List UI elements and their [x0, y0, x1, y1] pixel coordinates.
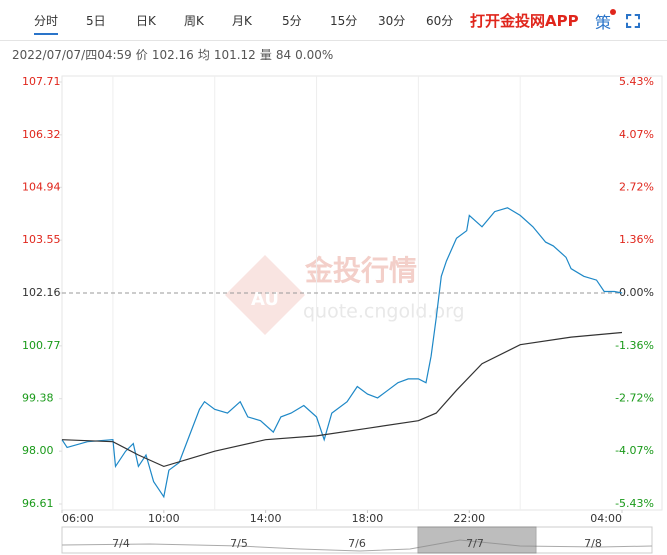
tab[interactable]: 5分 — [282, 14, 302, 28]
y-tick-label: 103.55 — [22, 233, 61, 246]
series-line — [61, 207, 623, 499]
x-tick-label: 10:00 — [148, 512, 180, 525]
y-tick-label: 99.38 — [22, 392, 54, 405]
info-label: 量 — [259, 48, 272, 62]
tab[interactable]: 日K — [136, 14, 156, 28]
tab[interactable]: 周K — [184, 14, 204, 28]
navigator-label: 7/4 — [112, 537, 130, 550]
navigator-label: 7/6 — [348, 537, 366, 550]
series-line — [61, 331, 623, 468]
watermark-logo — [225, 255, 305, 335]
tab[interactable]: 60分 — [426, 14, 454, 28]
info-line: 2022/07/07/四04:59 价 102.16 均 101.12 量 84 0.00% — [12, 46, 337, 63]
watermark-logo-text: AU — [251, 289, 279, 310]
y2-tick-label: 5.43% — [619, 75, 654, 88]
y2-tick-label: 4.07% — [619, 128, 654, 141]
x-tick-label: 18:00 — [352, 512, 384, 525]
tab[interactable]: 5日 — [86, 14, 106, 28]
tab[interactable]: 15分 — [330, 14, 358, 28]
info-label: 价 — [135, 48, 148, 62]
y2-tick-label: -2.72% — [615, 392, 654, 405]
y2-tick-label: 0.00% — [619, 286, 654, 299]
y-tick-label: 106.32 — [22, 128, 61, 141]
watermark-url: quote.cngold.org — [303, 301, 465, 323]
navigator — [61, 526, 653, 554]
watermark-title: 金投行情 — [304, 254, 417, 287]
y-tick-label: 102.16 — [22, 286, 61, 299]
tab[interactable]: 月K — [232, 14, 252, 28]
x-tick-label: 06:00 — [62, 512, 94, 525]
x-tick-label: 04:00 — [590, 512, 622, 525]
toolbar: 打开金投网APP 策 分时 5日 日K 周K 月K 5分 15分 30分 60分 — [0, 0, 667, 41]
navigator-label: 7/5 — [230, 537, 248, 550]
y2-tick-label: -5.43% — [615, 497, 654, 510]
app-link[interactable]: 打开金投网APP — [470, 12, 579, 30]
navigator-label: 7/7 — [466, 537, 484, 550]
y-tick-label: 104.94 — [22, 180, 61, 193]
y-tick-label: 98.00 — [22, 444, 54, 457]
x-tick-label: 22:00 — [453, 512, 485, 525]
info-value: 101.12 — [213, 48, 256, 62]
y2-tick-label: 2.72% — [619, 180, 654, 193]
y2-tick-label: -4.07% — [615, 444, 654, 457]
info-value: 102.16 — [151, 48, 194, 62]
fullscreen-button[interactable] — [626, 14, 640, 28]
plot-frame — [61, 75, 663, 511]
strategy-button[interactable]: 策 — [595, 13, 612, 32]
info-label: 均 — [197, 48, 210, 62]
navigator-label: 7/8 — [584, 537, 602, 550]
info-time: 2022/07/07/四04:59 — [12, 48, 132, 62]
info-change: 0.00% — [295, 48, 334, 62]
badge-dot — [610, 9, 616, 15]
navigator-window — [417, 526, 537, 554]
y-tick-label: 107.71 — [22, 75, 61, 88]
tab[interactable]: 30分 — [378, 14, 406, 28]
navigator-line — [61, 539, 653, 552]
x-tick-label: 14:00 — [250, 512, 282, 525]
tab[interactable]: 分时 — [34, 12, 59, 35]
y2-tick-label: -1.36% — [615, 339, 654, 352]
info-value: 84 — [275, 48, 292, 62]
y-tick-label: 100.77 — [22, 339, 61, 352]
y2-tick-label: 1.36% — [619, 233, 654, 246]
y-tick-label: 96.61 — [22, 497, 54, 510]
